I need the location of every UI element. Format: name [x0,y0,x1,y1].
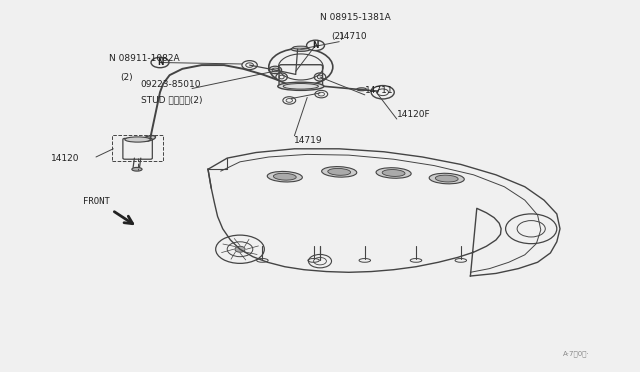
Circle shape [307,40,324,51]
Ellipse shape [291,47,310,51]
Ellipse shape [322,167,356,177]
Text: A·7）0０·: A·7）0０· [563,350,590,357]
Ellipse shape [328,169,351,175]
Text: 14120F: 14120F [397,110,431,119]
Text: N: N [312,41,319,50]
Ellipse shape [125,137,150,142]
Ellipse shape [357,88,367,91]
Ellipse shape [435,175,458,182]
Ellipse shape [278,82,324,90]
Ellipse shape [132,167,142,171]
Text: 14710: 14710 [339,32,368,41]
Text: FRONT: FRONT [83,198,110,206]
Ellipse shape [429,173,464,184]
Ellipse shape [273,173,296,180]
Text: N 08911-1082A: N 08911-1082A [109,54,179,63]
Ellipse shape [376,168,411,178]
Ellipse shape [143,135,156,141]
Text: (2): (2) [120,73,133,82]
Text: 09223-85010: 09223-85010 [141,80,202,89]
Text: STUD スタッド(2): STUD スタッド(2) [141,95,202,104]
Text: N 08915-1381A: N 08915-1381A [320,13,391,22]
Circle shape [235,246,245,252]
Ellipse shape [268,171,302,182]
Text: (2): (2) [332,32,344,41]
Text: 14711: 14711 [365,86,394,95]
Ellipse shape [292,46,308,49]
Ellipse shape [382,170,405,176]
Circle shape [151,57,169,68]
Text: N: N [157,58,163,67]
Text: 14120: 14120 [51,154,80,163]
Text: 14719: 14719 [294,136,323,145]
